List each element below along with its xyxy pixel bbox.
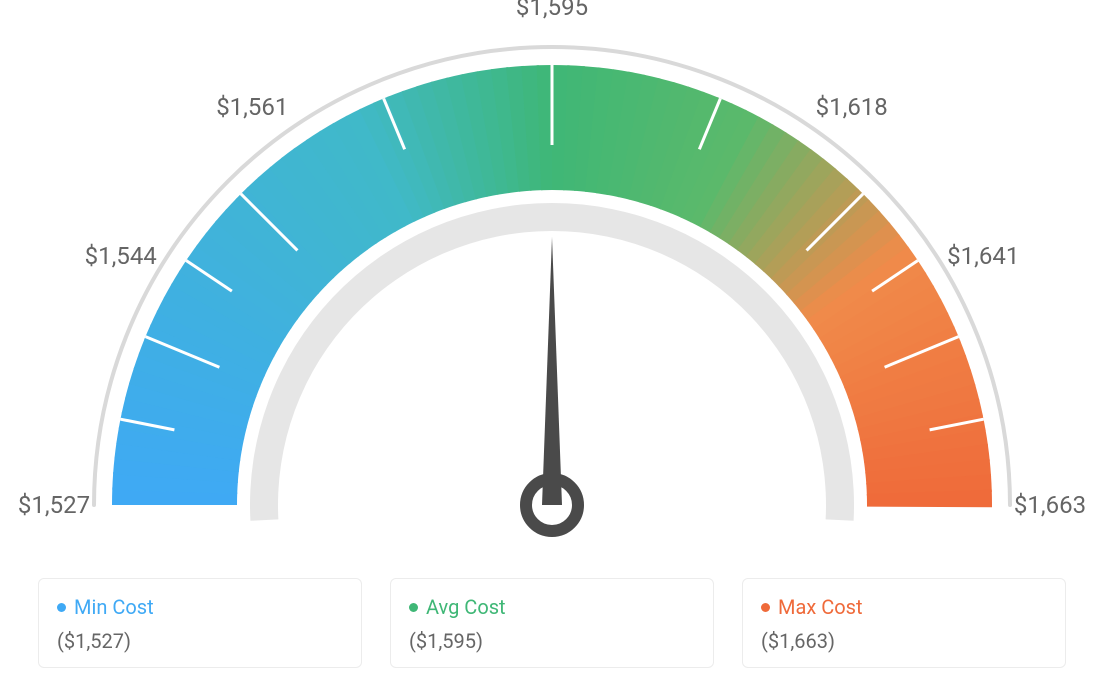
- max-value: ($1,663): [761, 629, 1047, 653]
- gauge-tick-label: $1,544: [85, 242, 157, 270]
- avg-cost-card: Avg Cost ($1,595): [390, 578, 714, 668]
- gauge-tick-label: $1,618: [816, 93, 888, 121]
- min-value: ($1,527): [57, 629, 343, 653]
- gauge-tick-label: $1,527: [18, 491, 90, 519]
- max-dot-icon: [761, 603, 770, 612]
- max-cost-card: Max Cost ($1,663): [742, 578, 1066, 668]
- gauge-tick-label: $1,641: [947, 242, 1019, 270]
- cost-gauge: $1,527 $1,544 $1,561 $1,595 $1,618 $1,641 $1,6…: [0, 0, 1104, 560]
- min-title: Min Cost: [74, 595, 154, 619]
- min-dot-icon: [57, 603, 66, 612]
- max-title: Max Cost: [778, 595, 863, 619]
- avg-dot-icon: [409, 603, 418, 612]
- avg-value: ($1,595): [409, 629, 695, 653]
- gauge-tick-label: $1,595: [516, 0, 588, 21]
- gauge-tick-label: $1,561: [216, 93, 288, 121]
- avg-title: Avg Cost: [426, 595, 506, 619]
- min-cost-card: Min Cost ($1,527): [38, 578, 362, 668]
- summary-cards: Min Cost ($1,527) Avg Cost ($1,595) Max …: [38, 578, 1066, 668]
- gauge-tick-label: $1,663: [1014, 491, 1086, 519]
